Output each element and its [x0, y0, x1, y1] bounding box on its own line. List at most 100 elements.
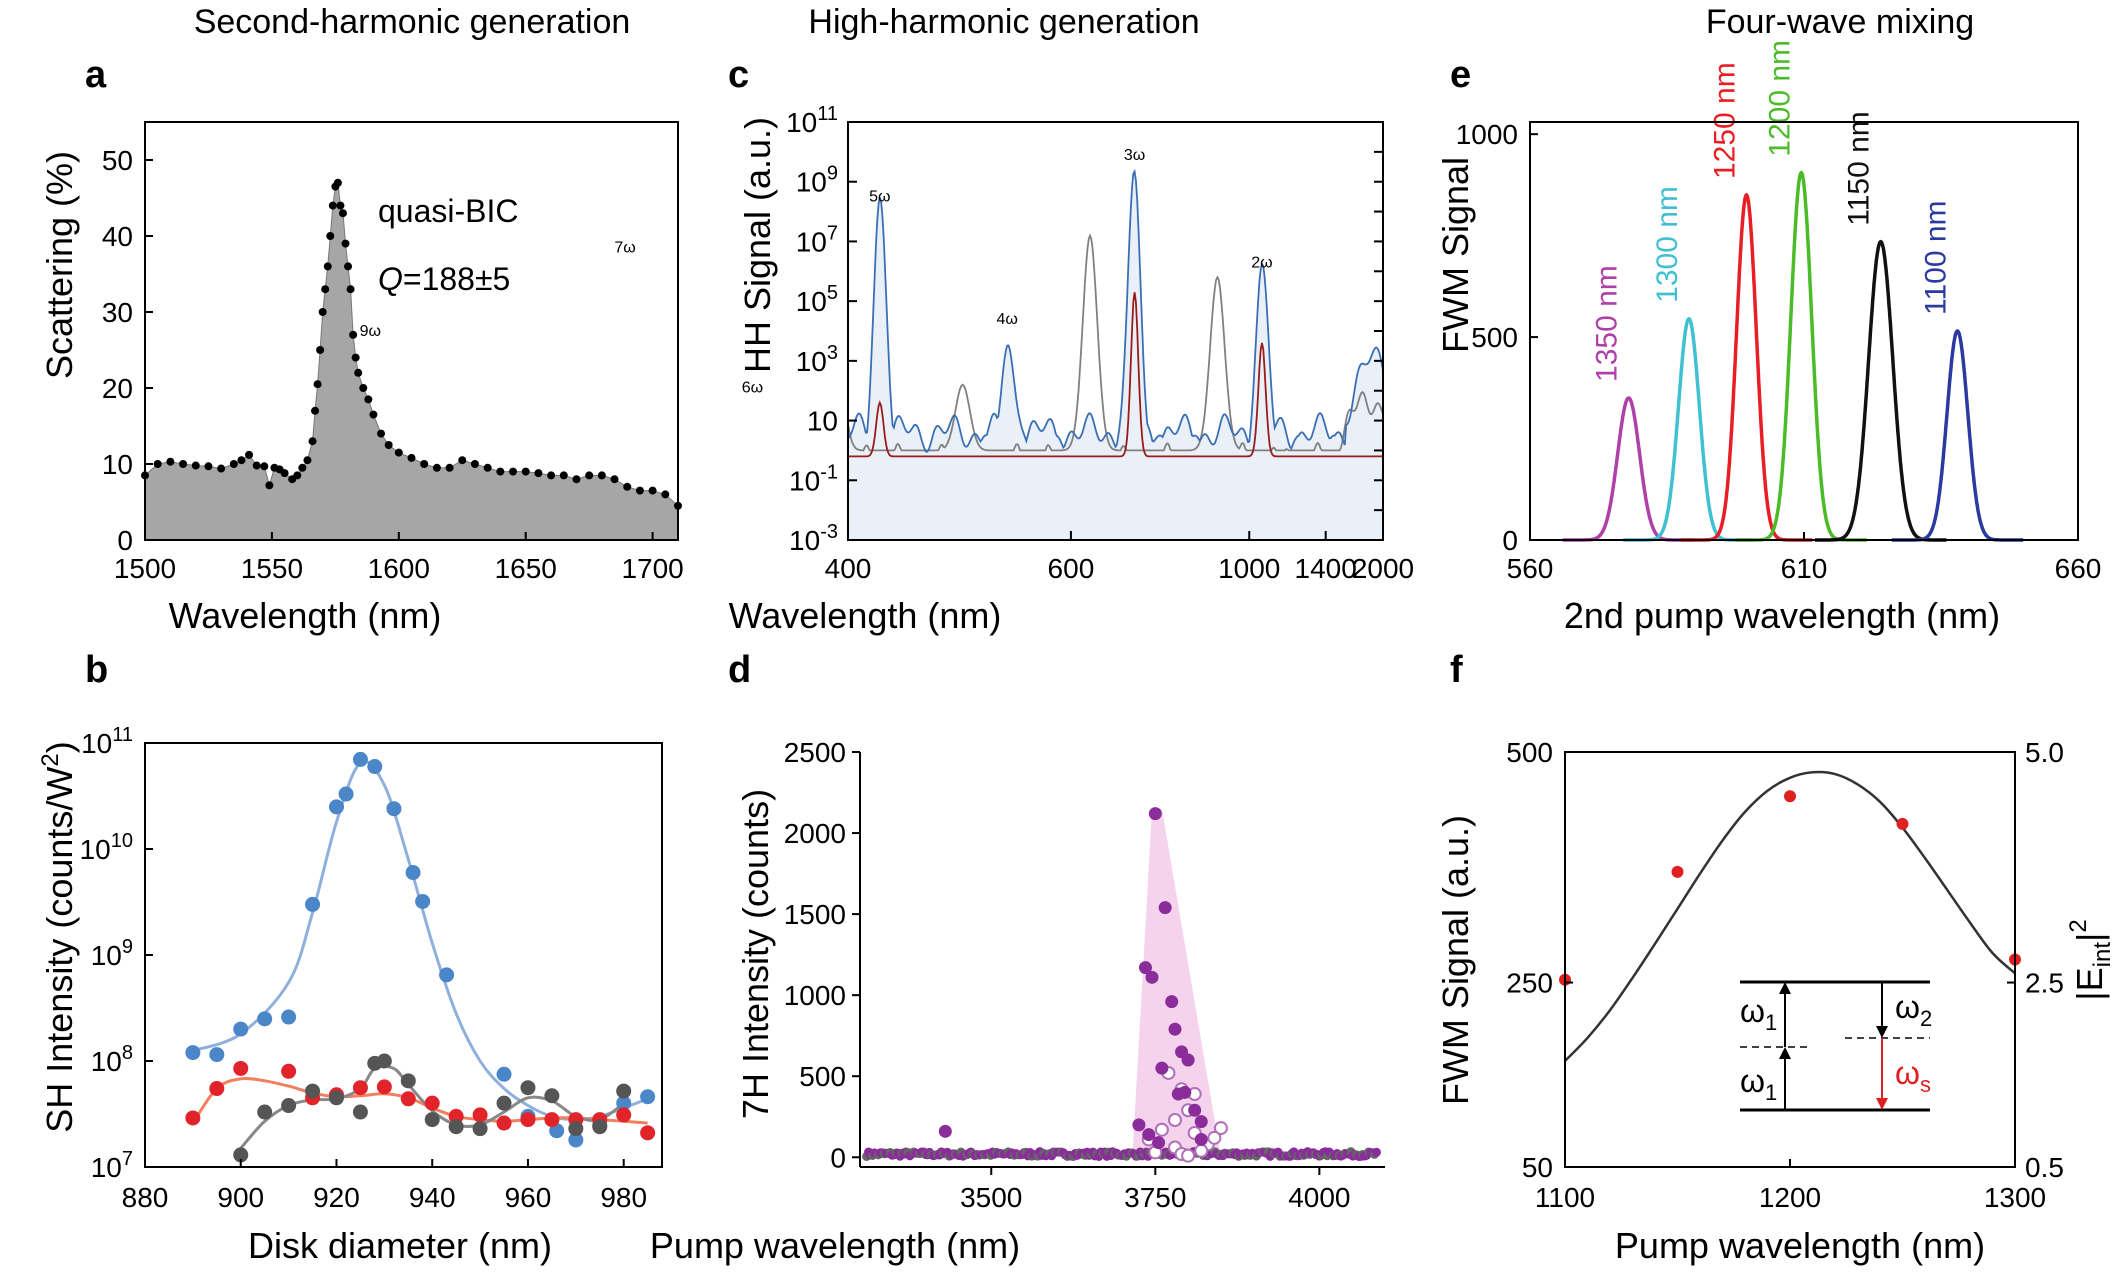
b-data-point-gray — [328, 1090, 344, 1106]
f-right-axis-label: |Eint|2 — [2065, 919, 2116, 1000]
a-data-point — [326, 232, 335, 240]
panel-label-c: c — [728, 54, 749, 96]
f-data-point — [1784, 790, 1796, 803]
b-data-point-gray — [400, 1073, 416, 1089]
c-y-tick-label: 109 — [796, 163, 838, 198]
b-data-point-gray — [376, 1053, 392, 1069]
b-data-point-gray — [544, 1088, 560, 1104]
b-data-point-blue — [338, 786, 354, 802]
b-x-tick-label: 960 — [505, 1182, 552, 1213]
b-data-point-blue — [405, 865, 421, 881]
f-x-tick-label: 1300 — [1984, 1182, 2046, 1213]
a-data-point — [445, 463, 454, 472]
b-data-point-gray — [352, 1104, 368, 1120]
a-data-point — [265, 481, 274, 490]
a-data-point — [559, 471, 568, 480]
a-data-point — [341, 239, 350, 248]
b-y-axis-label-sup: 2 — [37, 753, 64, 766]
c-y-tick-label-base: 10 — [786, 107, 817, 138]
f-y-tick-label-right: 0.5 — [2025, 1152, 2064, 1183]
a-data-point — [323, 262, 332, 271]
c-series-red — [848, 292, 1383, 458]
a-data-point — [166, 457, 175, 466]
c-y-tick-label-exp: -1 — [820, 461, 838, 483]
a-data-point — [369, 410, 378, 419]
b-data-point-blue — [568, 1132, 584, 1148]
f-y-tick-label-left: 50 — [1522, 1152, 1553, 1183]
a-data-point — [635, 486, 644, 495]
b-data-point-red — [640, 1125, 656, 1141]
c-y-tick-label-exp: 11 — [817, 103, 838, 125]
d-x-tick-label: 3500 — [960, 1182, 1022, 1213]
b-data-point-red — [424, 1095, 440, 1111]
e-peak-label: 1150 nm — [1843, 111, 1876, 226]
panel-label-a: a — [85, 54, 107, 96]
a-y-tick-label: 10 — [102, 449, 133, 480]
a-data-point — [318, 308, 327, 316]
e-peak-label: 1200 nm — [1763, 40, 1796, 157]
f-inset-omega2-label-base: ω — [1895, 989, 1920, 1025]
d-filled-point — [938, 1124, 952, 1138]
b-data-point-gray — [233, 1147, 249, 1163]
b-x-tick-label: 920 — [313, 1182, 360, 1213]
d-x-tick-label: 3750 — [1124, 1182, 1186, 1213]
panel-f: f 1100 1200 1300502505000.52.55.0ω1ω1ω2ωs … — [1435, 649, 2116, 1266]
a-data-point — [359, 384, 368, 392]
b-y-tick-label-exp: 10 — [111, 830, 133, 852]
a-data-point — [394, 448, 403, 457]
b-data-point-red — [400, 1091, 416, 1107]
b-data-point-red — [520, 1112, 536, 1128]
b-data-point-red — [209, 1081, 225, 1097]
c-x-tick-label: 1000 — [1218, 553, 1280, 584]
f-inset-omega1-lower-arrow-head — [1779, 1047, 1791, 1059]
b-y-axis-label-main: SH Intensity (counts/W — [39, 767, 80, 1133]
d-filled-point — [1168, 1022, 1182, 1036]
b-y-tick-label-exp: 7 — [122, 1148, 133, 1170]
a-y-tick-label: 0 — [117, 525, 133, 556]
e-y-tick-label: 0 — [1502, 525, 1518, 556]
d-y-tick-label: 2000 — [784, 818, 846, 849]
a-data-point — [349, 330, 358, 339]
a-data-point — [521, 467, 530, 476]
b-data-point-gray — [257, 1104, 273, 1120]
column-title-fwm: Four-wave mixing — [1706, 3, 1974, 41]
c-y-axis-label: HH Signal (a.u.) — [737, 117, 778, 373]
d-filled-point — [1138, 961, 1152, 975]
f-inset-omega1-label-upper-sub: 1 — [1765, 1010, 1777, 1035]
b-y-tick-label-base: 10 — [91, 1152, 122, 1183]
b-x-axis-label: Disk diameter (nm) — [248, 1225, 552, 1266]
f-right-axis-label-end: | — [2069, 933, 2110, 942]
c-y-tick-label: 10 — [807, 406, 838, 437]
a-data-point — [597, 471, 606, 480]
a-annotation-q-value: =188±5 — [403, 261, 510, 297]
d-filled-point — [1165, 995, 1179, 1009]
f-inset-omegas-label-base: ω — [1895, 1055, 1920, 1091]
a-data-point — [420, 460, 429, 468]
c-y-tick-label: 10-1 — [789, 461, 838, 496]
d-filled-point — [1148, 807, 1162, 821]
a-data-point — [311, 406, 320, 415]
b-fit-curve-blue — [192, 759, 649, 1122]
e-x-tick-label: 560 — [1507, 553, 1554, 584]
a-y-tick-label: 20 — [102, 373, 133, 404]
d-filled-point — [1145, 970, 1159, 984]
f-y-tick-label-left: 250 — [1506, 968, 1553, 999]
f-inset-omega1-upper-arrow-head — [1779, 982, 1791, 994]
d-filled-point — [1194, 1115, 1208, 1129]
d-y-axis-label: 7H Intensity (counts) — [735, 789, 776, 1119]
d-filled-point — [1132, 1118, 1146, 1132]
c-harmonic-label: 3ω — [1124, 147, 1145, 164]
a-x-tick-label: 1700 — [621, 553, 683, 584]
a-data-point — [260, 462, 269, 471]
a-scattering-area — [144, 181, 679, 541]
c-harmonic-label: 5ω — [869, 189, 890, 206]
b-data-point-blue — [209, 1047, 225, 1063]
b-data-point-blue — [281, 1009, 297, 1025]
a-annotation-q-symbol: Q — [378, 261, 403, 297]
a-data-point — [308, 437, 317, 446]
c-y-tick-label-exp: 3 — [827, 342, 838, 364]
b-data-point-red — [281, 1063, 297, 1079]
